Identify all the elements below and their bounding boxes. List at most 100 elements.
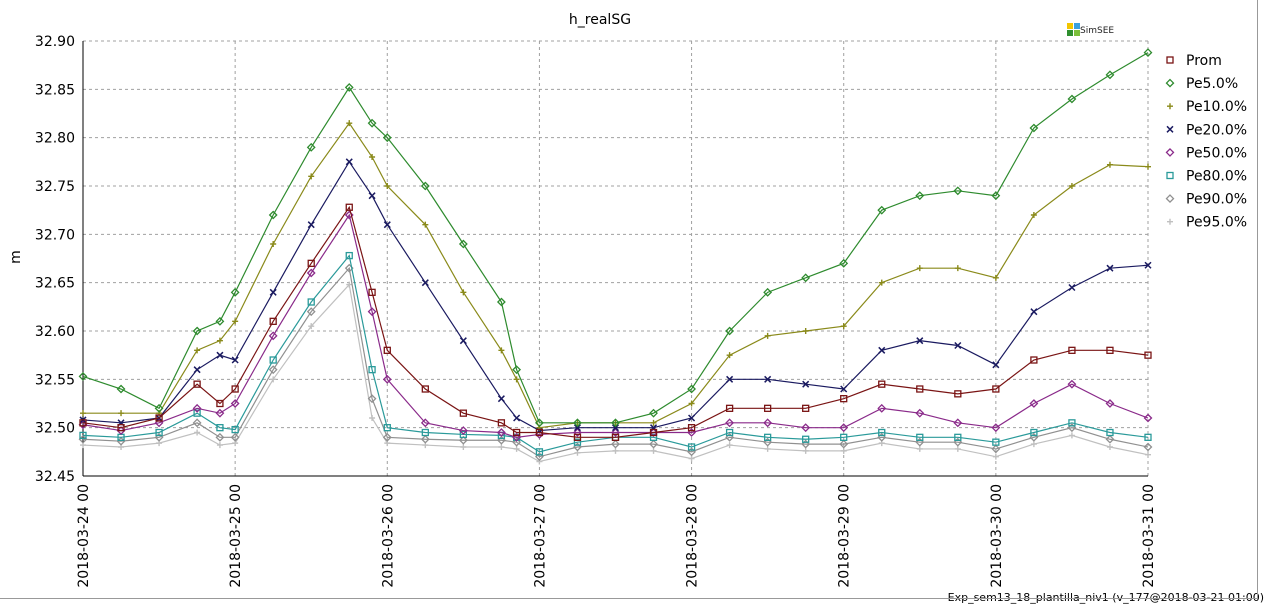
data-point [573,438,582,446]
data-point [916,445,923,452]
data-point [118,410,125,417]
data-point [1030,441,1037,448]
data-point [268,210,278,220]
data-point [216,351,224,359]
data-point [840,433,848,441]
x-tick-label: 2018-03-24 00 [76,484,92,588]
data-point [916,265,923,272]
data-point [650,447,657,454]
series-line [82,160,1149,432]
data-point [383,346,391,354]
data-point [801,423,811,433]
data-point [154,403,164,413]
data-point [192,326,202,336]
x-tick-label: 2018-03-28 00 [685,484,701,588]
data-point [498,347,505,354]
data-point [232,318,239,325]
series-pe5-0- [78,48,1153,428]
data-point [367,307,377,317]
data-point [369,154,376,160]
data-point [878,380,886,388]
data-point [512,428,521,437]
y-tick-label: 32.45 [35,469,75,485]
data-point [345,251,353,260]
data-point [383,221,391,229]
data-point [230,287,240,297]
data-point [611,433,620,441]
data-point [231,356,239,364]
data-point [193,366,201,374]
data-point [1145,163,1151,170]
data-point [1143,442,1153,452]
data-point [1106,264,1114,272]
y-tick-label: 32.60 [35,324,75,340]
y-tick-label: 32.55 [35,372,75,388]
data-point [916,385,924,393]
data-point [573,433,582,441]
data-point [1105,70,1115,80]
data-point [688,455,695,462]
data-point [839,439,849,449]
data-point [725,404,734,412]
data-point [307,298,315,306]
data-point [268,331,278,341]
legend-marker [1165,194,1175,204]
legend-marker [1166,56,1174,64]
x-tick-label: 2018-03-25 00 [228,484,244,588]
data-point [954,390,962,398]
data-point [512,437,522,447]
data-point [231,425,239,434]
data-point [382,374,392,384]
data-point [458,426,468,435]
data-point [498,444,505,450]
x-tick-label: 2018-03-31 00 [1141,484,1157,588]
data-point [383,424,391,432]
data-point [764,445,771,452]
data-point [458,435,468,445]
y-tick-label: 32.50 [35,421,75,437]
data-point [763,404,772,412]
data-point [991,423,1001,433]
data-point [1068,283,1076,292]
data-point [216,442,223,449]
data-point [368,366,376,374]
y-tick-label: 32.70 [35,227,75,243]
data-point [306,268,316,278]
x-tick-label: 2018-03-26 00 [380,484,396,588]
legend-marker [1165,78,1175,88]
data-point [1030,308,1038,316]
data-point [1068,183,1075,189]
data-point [916,337,924,345]
data-point [954,433,962,441]
data-point [611,418,620,428]
data-point [802,328,809,334]
y-tick-label: 32.75 [35,179,75,195]
data-point [878,346,886,354]
data-point [345,203,353,211]
logo-square-2 [1074,23,1080,29]
data-point [801,273,811,283]
legend-label: Pe50.0% [1186,145,1247,161]
data-point [79,431,87,440]
data-point [154,418,164,428]
data-point [763,437,773,447]
data-point [344,82,354,92]
x-tick-label: 2018-03-29 00 [837,484,853,588]
series-line [82,283,1149,463]
data-point [573,428,582,437]
data-point [215,408,225,418]
series-line [83,122,1149,429]
data-point [954,265,961,272]
data-point [840,395,848,403]
data-point [649,433,658,441]
series-pe50-0- [78,210,1153,442]
series-line [82,52,1149,424]
data-point [726,352,733,359]
data-point [915,437,925,447]
data-point [230,432,240,442]
data-point [763,287,773,297]
data-point [307,221,315,229]
data-point [573,442,582,452]
data-point [497,395,505,403]
legend-label: Pe5.0% [1186,76,1238,92]
